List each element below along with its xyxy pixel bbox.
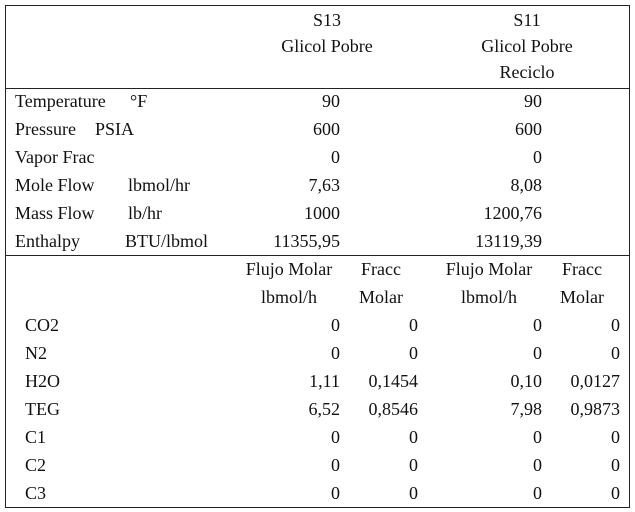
- cell-value: 0: [409, 455, 418, 475]
- cell-value: 0: [331, 343, 340, 363]
- cell-value: 0: [331, 315, 340, 335]
- property-label: Enthalpy: [15, 231, 80, 251]
- cell-value: 0: [409, 427, 418, 447]
- component-name: CO2: [25, 315, 60, 335]
- cell-value: 0: [611, 483, 620, 503]
- property-label: Temperature: [15, 91, 106, 111]
- cell-value: 7,63: [308, 175, 341, 195]
- property-unit: lbmol/hr: [128, 175, 190, 195]
- cell-value: 1,11: [309, 371, 340, 391]
- cell-value: 90: [322, 91, 340, 111]
- stream-header: Glicol Pobre: [481, 36, 573, 56]
- property-unit: lb/hr: [128, 203, 162, 223]
- cell-value: 600: [515, 119, 542, 139]
- cell-value: 1200,76: [483, 203, 543, 223]
- cell-value: 0: [533, 315, 542, 335]
- cell-value: 0: [331, 427, 340, 447]
- component-name: C2: [25, 455, 47, 475]
- section-rule: [5, 255, 629, 256]
- cell-value: 11355,95: [273, 231, 340, 251]
- column-header: lbmol/h: [260, 287, 318, 307]
- cell-value: 0: [409, 483, 418, 503]
- cell-value: 0,8546: [368, 399, 419, 419]
- cell-value: 13119,39: [475, 231, 542, 251]
- column-header: Fracc: [562, 259, 602, 279]
- component-name: C3: [25, 483, 47, 503]
- cell-value: 0: [409, 343, 418, 363]
- column-header: Fracc: [361, 259, 401, 279]
- cell-value: 6,52: [308, 399, 341, 419]
- header-rule: [5, 88, 629, 89]
- stream-header: S11: [513, 10, 541, 30]
- cell-value: 0: [611, 427, 620, 447]
- column-header: Flujo Molar: [445, 259, 533, 279]
- column-header: lbmol/h: [460, 287, 518, 307]
- cell-value: 8,08: [510, 175, 543, 195]
- stream-header: S13: [312, 10, 342, 30]
- cell-value: 0,1454: [368, 371, 419, 391]
- cell-value: 90: [524, 91, 542, 111]
- cell-value: 0: [611, 343, 620, 363]
- property-label: Pressure: [15, 119, 76, 139]
- cell-value: 0: [409, 315, 418, 335]
- cell-value: 0: [331, 147, 340, 167]
- column-header: Flujo Molar: [245, 259, 333, 279]
- cell-value: 0: [533, 147, 542, 167]
- cell-value: 0,9873: [570, 399, 621, 419]
- property-unit: °F: [130, 91, 148, 111]
- component-name: N2: [25, 343, 47, 363]
- property-label: Vapor Frac: [15, 147, 95, 167]
- cell-value: 0,0127: [570, 371, 621, 391]
- cell-value: 600: [313, 119, 340, 139]
- column-header: Molar: [359, 287, 403, 307]
- cell-value: 0: [611, 315, 620, 335]
- component-name: TEG: [25, 399, 60, 419]
- component-name: H2O: [25, 371, 60, 391]
- table-border: [5, 5, 630, 508]
- column-header: Molar: [560, 287, 604, 307]
- stream-header: Glicol Pobre: [281, 36, 373, 56]
- stream-header: Reciclo: [499, 62, 555, 82]
- component-name: C1: [25, 427, 47, 447]
- cell-value: 1000: [304, 203, 340, 223]
- cell-value: 0: [611, 455, 620, 475]
- cell-value: 0: [331, 455, 340, 475]
- cell-value: 0: [533, 427, 542, 447]
- cell-value: 0: [533, 483, 542, 503]
- property-label: Mole Flow: [15, 175, 95, 195]
- property-label: Mass Flow: [15, 203, 95, 223]
- cell-value: 7,98: [510, 399, 543, 419]
- property-unit: BTU/lbmol: [125, 231, 209, 251]
- cell-value: 0: [533, 455, 542, 475]
- cell-value: 0: [331, 483, 340, 503]
- property-unit: PSIA: [95, 119, 135, 139]
- cell-value: 0,10: [510, 371, 543, 391]
- cell-value: 0: [533, 343, 542, 363]
